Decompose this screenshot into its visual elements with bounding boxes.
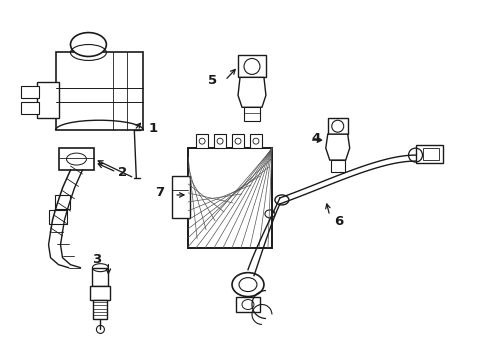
Bar xyxy=(20,102,39,114)
Bar xyxy=(56,53,143,130)
Bar xyxy=(415,145,443,163)
Bar xyxy=(20,86,39,98)
Bar xyxy=(423,148,439,160)
Text: 3: 3 xyxy=(92,253,102,266)
Bar xyxy=(196,134,208,148)
Bar xyxy=(232,134,244,148)
Text: 1: 1 xyxy=(148,122,157,135)
Bar xyxy=(37,82,59,118)
Polygon shape xyxy=(238,77,265,107)
Bar xyxy=(214,134,225,148)
Bar xyxy=(48,210,66,224)
Bar xyxy=(238,55,265,77)
Bar xyxy=(93,300,107,319)
Text: 6: 6 xyxy=(333,215,342,228)
Bar xyxy=(59,148,94,170)
Bar xyxy=(236,297,260,312)
Bar xyxy=(172,176,190,218)
Bar xyxy=(92,268,108,285)
Bar xyxy=(249,134,262,148)
Bar xyxy=(90,285,110,300)
Bar xyxy=(330,160,344,172)
Bar xyxy=(188,148,271,248)
Bar xyxy=(55,195,70,209)
Ellipse shape xyxy=(70,32,106,57)
Text: 2: 2 xyxy=(118,166,127,179)
Polygon shape xyxy=(325,134,349,160)
Text: 7: 7 xyxy=(155,186,164,199)
Bar xyxy=(244,107,260,121)
Bar xyxy=(327,118,347,134)
Text: 5: 5 xyxy=(208,74,217,87)
Text: 4: 4 xyxy=(311,132,321,145)
